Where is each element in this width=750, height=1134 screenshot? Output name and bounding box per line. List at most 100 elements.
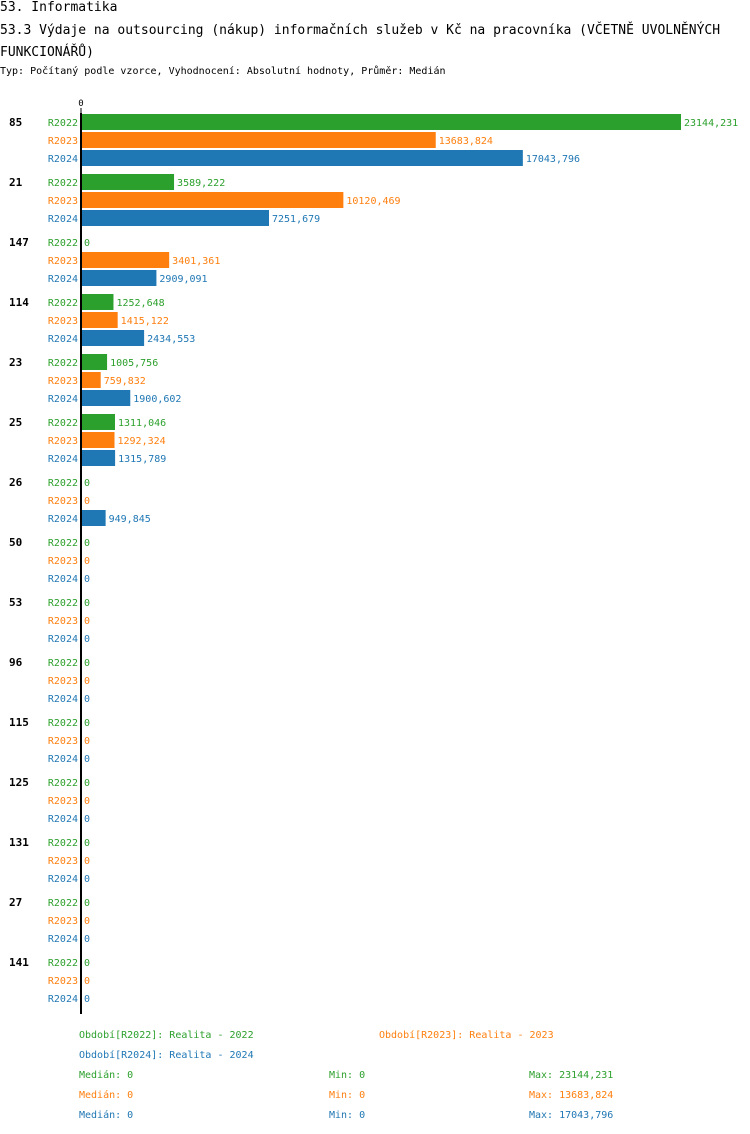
- category-label: 125: [9, 776, 29, 789]
- data-label: 0: [84, 814, 90, 825]
- data-label: 0: [84, 556, 90, 567]
- data-label: 1900,602: [133, 394, 181, 405]
- category-label: 85: [9, 116, 22, 129]
- series-label: R2023: [48, 376, 78, 387]
- data-label: 0: [84, 634, 90, 645]
- bar: [81, 252, 170, 268]
- series-label: R2024: [48, 814, 78, 825]
- data-label: 1311,046: [118, 418, 166, 429]
- legend-item: Období[R2024]: Realita - 2024: [79, 1050, 254, 1061]
- chart-title: 53.3 Výdaje na outsourcing (nákup) infor…: [0, 23, 721, 60]
- min-stat: Min: 0: [329, 1090, 366, 1101]
- section-title: 53. Informatika: [0, 0, 118, 15]
- bar-chart: 0 85 R2022 23144,231 R2023 13683,824 R2024 1704…: [9, 99, 738, 1014]
- data-label: 0: [84, 778, 90, 789]
- legend-item: Období[R2023]: Realita - 2023: [379, 1030, 554, 1041]
- data-label: 17043,796: [526, 154, 580, 165]
- series-label: R2023: [48, 196, 78, 207]
- series-label: R2023: [48, 676, 78, 687]
- bar: [81, 510, 106, 526]
- category-label: 141: [9, 956, 29, 969]
- series-label: R2022: [48, 958, 78, 969]
- min-stat: Min: 0: [329, 1070, 366, 1081]
- series-label: R2022: [48, 238, 78, 249]
- bar: [81, 330, 145, 346]
- category-label: 131: [9, 836, 29, 849]
- bar: [81, 450, 116, 466]
- series-label: R2023: [48, 976, 78, 987]
- median-stat: Medián: 0: [79, 1090, 134, 1101]
- category-label: 96: [9, 656, 23, 669]
- category-label: 26: [9, 476, 23, 489]
- data-label: 0: [84, 496, 90, 507]
- series-label: R2023: [48, 736, 78, 747]
- bar: [81, 354, 108, 370]
- median-stat: Medián: 0: [79, 1110, 134, 1121]
- series-label: R2022: [48, 658, 78, 669]
- data-label: 0: [84, 934, 90, 945]
- data-label: 0: [84, 616, 90, 627]
- data-label: 3401,361: [172, 256, 220, 267]
- series-label: R2022: [48, 118, 78, 129]
- data-label: 1292,324: [118, 436, 166, 447]
- series-label: R2023: [48, 316, 78, 327]
- max-stat: Max: 23144,231: [529, 1070, 614, 1081]
- median-stat: Medián: 0: [79, 1070, 134, 1081]
- series-label: R2023: [48, 256, 78, 267]
- category-label: 147: [9, 236, 29, 249]
- data-label: 759,832: [104, 376, 146, 387]
- data-label: 0: [84, 538, 90, 549]
- data-label: 10120,469: [346, 196, 400, 207]
- bar: [81, 192, 344, 208]
- data-label: 0: [84, 718, 90, 729]
- series-label: R2022: [48, 838, 78, 849]
- data-label: 0: [84, 238, 90, 249]
- data-label: 0: [84, 658, 90, 669]
- data-label: 0: [84, 898, 90, 909]
- category-label: 23: [9, 356, 22, 369]
- series-label: R2022: [48, 718, 78, 729]
- data-label: 0: [84, 574, 90, 585]
- bar: [81, 294, 114, 310]
- data-label: 1315,789: [118, 454, 166, 465]
- data-label: 3589,222: [177, 178, 225, 189]
- series-label: R2024: [48, 154, 78, 165]
- data-label: 1005,756: [110, 358, 158, 369]
- series-label: R2023: [48, 616, 78, 627]
- bar: [81, 390, 131, 406]
- data-label: 0: [84, 856, 90, 867]
- series-label: R2024: [48, 994, 78, 1005]
- chart-subtitle: Typ: Počítaný podle vzorce, Vyhodnocení:…: [0, 66, 446, 77]
- series-label: R2023: [48, 496, 78, 507]
- data-label: 1415,122: [121, 316, 169, 327]
- series-label: R2023: [48, 916, 78, 927]
- series-label: R2024: [48, 934, 78, 945]
- series-label: R2022: [48, 418, 78, 429]
- data-label: 1252,648: [116, 298, 164, 309]
- category-label: 114: [9, 296, 29, 309]
- series-label: R2022: [48, 358, 78, 369]
- category-label: 115: [9, 716, 29, 729]
- series-label: R2024: [48, 514, 78, 525]
- data-label: 0: [84, 994, 90, 1005]
- min-stat: Min: 0: [329, 1110, 366, 1121]
- bar: [81, 270, 157, 286]
- category-label: 27: [9, 896, 22, 909]
- series-label: R2024: [48, 694, 78, 705]
- legend-item: Období[R2022]: Realita - 2022: [79, 1030, 254, 1041]
- data-label: 0: [84, 838, 90, 849]
- series-label: R2023: [48, 556, 78, 567]
- series-label: R2022: [48, 778, 78, 789]
- bar: [81, 174, 175, 190]
- series-label: R2024: [48, 634, 78, 645]
- series-label: R2022: [48, 478, 78, 489]
- data-label: 23144,231: [684, 118, 738, 129]
- series-label: R2022: [48, 538, 78, 549]
- series-label: R2022: [48, 898, 78, 909]
- data-label: 0: [84, 958, 90, 969]
- bar: [81, 372, 101, 388]
- series-label: R2023: [48, 856, 78, 867]
- data-label: 7251,679: [272, 214, 320, 225]
- max-stat: Max: 13683,824: [529, 1090, 614, 1101]
- category-label: 50: [9, 536, 22, 549]
